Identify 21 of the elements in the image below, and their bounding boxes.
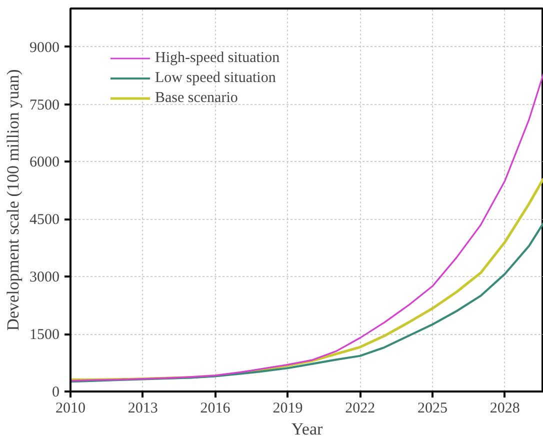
y-tick-label: 6000 bbox=[30, 154, 60, 171]
line-series bbox=[70, 72, 543, 382]
y-tick-label: 3000 bbox=[30, 270, 60, 286]
x-tick-label: 2028 bbox=[490, 400, 520, 416]
y-tick-label: 1500 bbox=[30, 327, 60, 344]
x-tick-label: 2013 bbox=[128, 400, 158, 416]
x-axis-title: Year bbox=[291, 420, 323, 438]
line-series bbox=[70, 222, 543, 383]
y-tick-label: 7500 bbox=[30, 97, 60, 114]
x-tick-label: 2022 bbox=[345, 400, 376, 416]
legend-label: Base scenario bbox=[155, 90, 238, 106]
legend-label: Low speed situation bbox=[155, 70, 276, 86]
x-tick-label: 2019 bbox=[272, 400, 303, 416]
x-tick-label: 2016 bbox=[200, 400, 231, 416]
y-axis-title: Development scale (100 million yuan) bbox=[4, 69, 22, 331]
y-tick-label: 9000 bbox=[30, 40, 60, 56]
legend-label: High-speed situation bbox=[155, 50, 280, 66]
x-tick-label: 2025 bbox=[417, 400, 448, 416]
x-tick-label: 2010 bbox=[56, 400, 86, 416]
y-tick-label: 0 bbox=[52, 384, 60, 400]
y-tick-label: 4500 bbox=[30, 212, 60, 228]
